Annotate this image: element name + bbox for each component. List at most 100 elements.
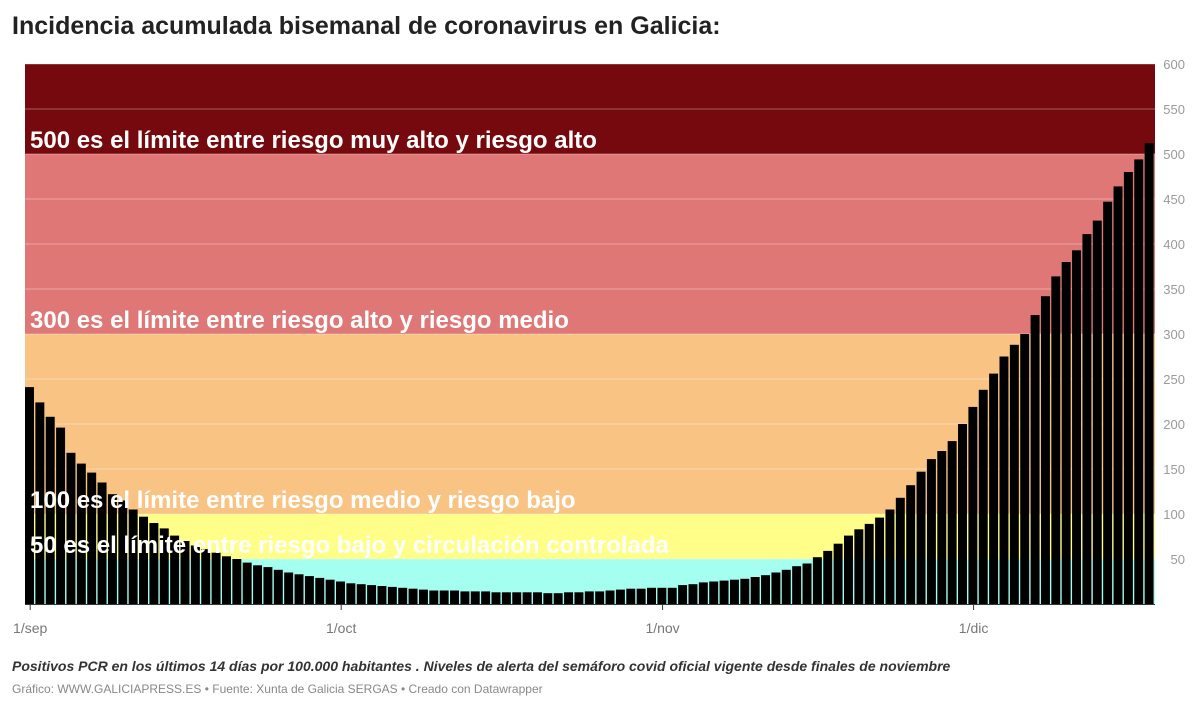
- bar-13: [159, 528, 169, 604]
- band-label-1: 300 es el límite entre riesgo alto y rie…: [30, 307, 569, 334]
- bar-36: [398, 587, 408, 604]
- bar-102: [1082, 234, 1092, 604]
- bar-67: [719, 580, 729, 604]
- bar-76: [812, 557, 822, 604]
- band-labels: 500 es el límite entre riesgo muy alto y…: [30, 127, 670, 559]
- bar-52: [564, 592, 574, 604]
- bar-62: [667, 587, 677, 604]
- bar-99: [1051, 276, 1061, 604]
- bar-89: [947, 441, 957, 604]
- x-tick-label-3: 1/dic: [959, 620, 989, 636]
- bar-70: [750, 577, 760, 604]
- bar-21: [242, 562, 252, 604]
- bar-11: [139, 516, 149, 604]
- bar-106: [1123, 172, 1133, 604]
- bar-42: [460, 591, 470, 604]
- y-tick-label-10: 550: [1163, 102, 1185, 117]
- bar-43: [470, 591, 480, 604]
- y-tick-label-1: 100: [1163, 507, 1185, 522]
- bar-14: [170, 535, 180, 604]
- bar-46: [501, 592, 511, 604]
- bar-75: [802, 563, 812, 604]
- bar-9: [118, 500, 128, 604]
- bar-66: [709, 581, 719, 604]
- bar-35: [387, 586, 397, 604]
- bar-61: [657, 587, 667, 604]
- bar-60: [647, 587, 656, 604]
- bar-48: [522, 592, 532, 604]
- bar-88: [937, 451, 947, 604]
- bar-1: [35, 402, 45, 604]
- bar-32: [356, 584, 366, 604]
- bar-58: [626, 588, 636, 604]
- bar-80: [854, 529, 864, 604]
- bar-44: [481, 591, 491, 604]
- bar-92: [978, 389, 988, 604]
- bar-100: [1061, 262, 1071, 604]
- bar-65: [698, 582, 708, 604]
- bar-98: [1040, 296, 1050, 604]
- bar-103: [1092, 220, 1102, 604]
- bar-39: [429, 590, 439, 604]
- bar-6: [87, 472, 97, 604]
- bar-27: [304, 576, 314, 604]
- bar-45: [491, 592, 501, 604]
- bar-59: [636, 588, 646, 604]
- y-tick-label-4: 250: [1163, 372, 1185, 387]
- x-tick-label-2: 1/nov: [645, 620, 679, 636]
- bar-57: [615, 589, 625, 604]
- bar-37: [408, 588, 418, 604]
- bar-25: [284, 572, 294, 604]
- bars: [25, 143, 1154, 605]
- bar-49: [532, 592, 542, 604]
- bar-53: [574, 592, 584, 604]
- y-tick-label-11: 600: [1163, 57, 1185, 72]
- bar-24: [273, 569, 283, 604]
- bar-74: [792, 566, 802, 604]
- bar-85: [906, 485, 916, 604]
- bar-18: [211, 552, 221, 604]
- risk-band-0: [25, 64, 1155, 154]
- bar-77: [823, 550, 833, 604]
- band-label-3: 50 es el límite entre riesgo bajo y circ…: [30, 532, 670, 559]
- y-tick-label-2: 150: [1163, 462, 1185, 477]
- bar-19: [221, 556, 231, 604]
- bar-26: [294, 574, 304, 604]
- bar-20: [232, 559, 242, 604]
- bar-78: [833, 543, 843, 604]
- bar-28: [315, 577, 325, 604]
- bar-38: [418, 589, 428, 604]
- bar-105: [1113, 186, 1123, 604]
- bar-107: [1134, 159, 1144, 604]
- bar-87: [926, 459, 936, 604]
- bar-55: [595, 591, 605, 604]
- bar-34: [377, 586, 387, 604]
- bar-54: [584, 591, 594, 604]
- bar-30: [336, 581, 345, 604]
- band-label-0: 500 es el límite entre riesgo muy alto y…: [30, 127, 597, 154]
- bar-56: [605, 590, 615, 604]
- bar-108: [1144, 143, 1154, 604]
- bar-97: [1030, 315, 1040, 604]
- bar-68: [729, 579, 739, 604]
- bar-4: [66, 452, 76, 604]
- bar-3: [56, 427, 66, 604]
- bar-8: [107, 494, 117, 604]
- chart-notes: Positivos PCR en los últimos 14 días por…: [12, 658, 951, 674]
- bar-95: [1009, 344, 1019, 604]
- bar-31: [346, 583, 356, 604]
- bar-23: [263, 567, 273, 604]
- bar-104: [1103, 201, 1113, 604]
- band-label-2: 100 es el límite entre riesgo medio y ri…: [30, 487, 576, 514]
- bar-2: [45, 416, 55, 604]
- bar-73: [781, 569, 791, 604]
- bar-83: [885, 509, 895, 604]
- bar-10: [128, 509, 138, 604]
- bar-0: [25, 387, 34, 604]
- bar-15: [180, 541, 190, 604]
- bar-63: [678, 585, 688, 604]
- bar-51: [553, 593, 563, 604]
- bar-82: [875, 517, 885, 604]
- y-tick-label-0: 50: [1171, 552, 1185, 567]
